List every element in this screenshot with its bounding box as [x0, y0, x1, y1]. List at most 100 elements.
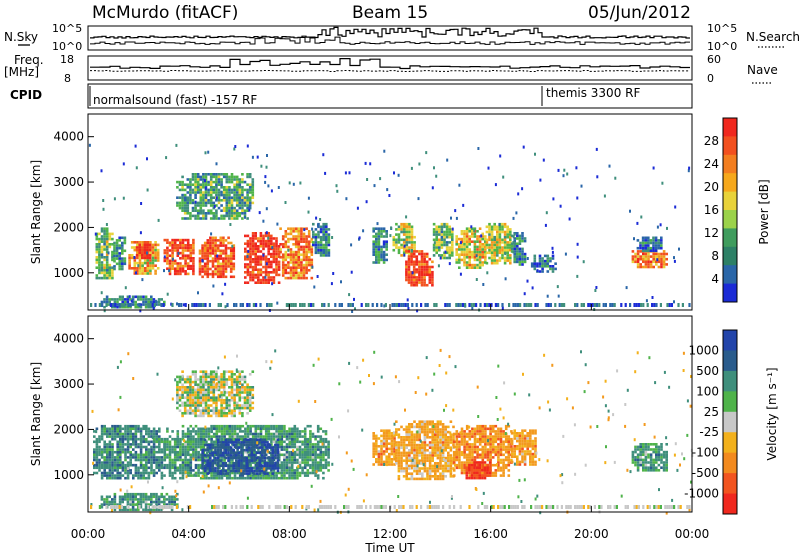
- scatter-cell: [98, 448, 101, 451]
- scatter-cell: [121, 267, 124, 271]
- scatter-cell: [277, 260, 281, 264]
- scatter-cell: [410, 276, 413, 279]
- scatter-cell: [189, 188, 192, 192]
- scatter-cell: [392, 243, 396, 247]
- scatter-cell: [176, 272, 180, 276]
- scatter-cell: [108, 474, 112, 477]
- scatter-cell: [196, 391, 200, 394]
- scatter-cell: [163, 445, 167, 449]
- scatter-cell: [484, 256, 487, 259]
- scatter-cell: [296, 453, 299, 457]
- scatter-cell: [322, 430, 325, 433]
- scatter-cell: [488, 251, 491, 255]
- scatter-cell: [98, 258, 101, 262]
- scatter-cell: [319, 440, 323, 444]
- scatter-cell: [367, 303, 370, 307]
- scatter-cell: [205, 435, 208, 438]
- scatter-cell: [420, 276, 424, 279]
- scatter-cell: [277, 432, 281, 436]
- scatter-cell: [116, 466, 119, 470]
- scatter-cell: [471, 227, 474, 230]
- scatter-cell: [317, 233, 320, 236]
- scatter-cell: [207, 412, 210, 415]
- scatter-cell: [178, 375, 182, 379]
- scatter-cell: [411, 303, 414, 307]
- scatter-cell: [233, 147, 236, 151]
- scatter-cell: [194, 432, 198, 436]
- scatter-cell: [251, 234, 255, 238]
- scatter-cell: [272, 271, 276, 274]
- scatter-cell: [493, 225, 496, 229]
- scatter-cell: [309, 471, 312, 475]
- scatter-cell: [209, 196, 213, 199]
- scatter-cell: [124, 469, 127, 472]
- scatter-cell: [212, 375, 216, 379]
- scatter-cell: [189, 430, 193, 433]
- scatter-cell: [209, 178, 213, 181]
- scatter-cell: [238, 201, 242, 205]
- scatter-cell: [181, 196, 184, 199]
- scatter-cell: [445, 241, 449, 244]
- scatter-cell: [118, 257, 121, 260]
- scatter-cell: [264, 427, 268, 431]
- scatter-cell: [468, 237, 471, 241]
- scatter-cell: [647, 246, 650, 250]
- scatter-cell: [275, 260, 278, 264]
- scatter-cell: [111, 437, 114, 441]
- scatter-cell: [198, 249, 202, 253]
- scatter-cell: [212, 471, 216, 475]
- scatter-cell: [142, 295, 145, 299]
- scatter-cell: [108, 453, 112, 457]
- scatter-cell: [103, 456, 106, 459]
- scatter-cell: [106, 453, 109, 457]
- scatter-cell: [385, 245, 388, 249]
- scatter-cell: [402, 241, 406, 244]
- scatter-cell: [435, 246, 438, 249]
- scatter-cell: [272, 281, 276, 284]
- scatter-cell: [218, 474, 221, 477]
- scatter-cell: [506, 228, 509, 231]
- scatter-cell: [506, 256, 509, 260]
- scatter-cell: [350, 243, 353, 247]
- scatter-cell: [95, 258, 99, 262]
- scatter-cell: [481, 256, 484, 259]
- scatter-cell: [198, 252, 202, 255]
- scatter-cell: [558, 303, 561, 307]
- scatter-cell: [551, 246, 554, 250]
- scatter-cell: [272, 258, 276, 261]
- scatter-cell: [562, 174, 565, 178]
- scatter-cell: [294, 276, 298, 280]
- scatter-cell: [293, 469, 297, 472]
- scatter-cell: [296, 471, 299, 475]
- scatter-cell: [557, 168, 560, 172]
- scatter-cell: [141, 256, 144, 260]
- scatter-cell: [219, 443, 222, 447]
- scatter-cell: [498, 228, 502, 231]
- scatter-cell: [131, 298, 135, 301]
- scatter-cell: [476, 266, 479, 269]
- scatter-cell: [223, 432, 226, 436]
- scatter-cell: [194, 180, 197, 184]
- scatter-cell: [202, 173, 205, 176]
- scatter-cell: [123, 262, 127, 266]
- scatter-cell: [322, 458, 325, 462]
- scatter-cell: [470, 225, 473, 229]
- scatter-cell: [176, 443, 180, 446]
- scatter-cell: [214, 246, 217, 250]
- scatter-cell: [192, 270, 195, 273]
- scatter-cell: [319, 248, 323, 252]
- scatter-cell: [432, 238, 436, 242]
- scatter-cell: [487, 166, 490, 170]
- scatter-cell: [493, 254, 496, 257]
- scatter-cell: [178, 380, 182, 384]
- scatter-cell: [225, 209, 229, 212]
- scatter-cell: [448, 256, 451, 260]
- scatter-cell: [132, 448, 135, 451]
- scatter-cell: [98, 271, 101, 275]
- scatter-cell: [230, 175, 234, 179]
- scatter-cell: [160, 448, 164, 451]
- scatter-cell: [479, 303, 482, 307]
- scatter-cell: [270, 469, 273, 472]
- scatter-cell: [160, 303, 163, 307]
- scatter-cell: [189, 214, 192, 218]
